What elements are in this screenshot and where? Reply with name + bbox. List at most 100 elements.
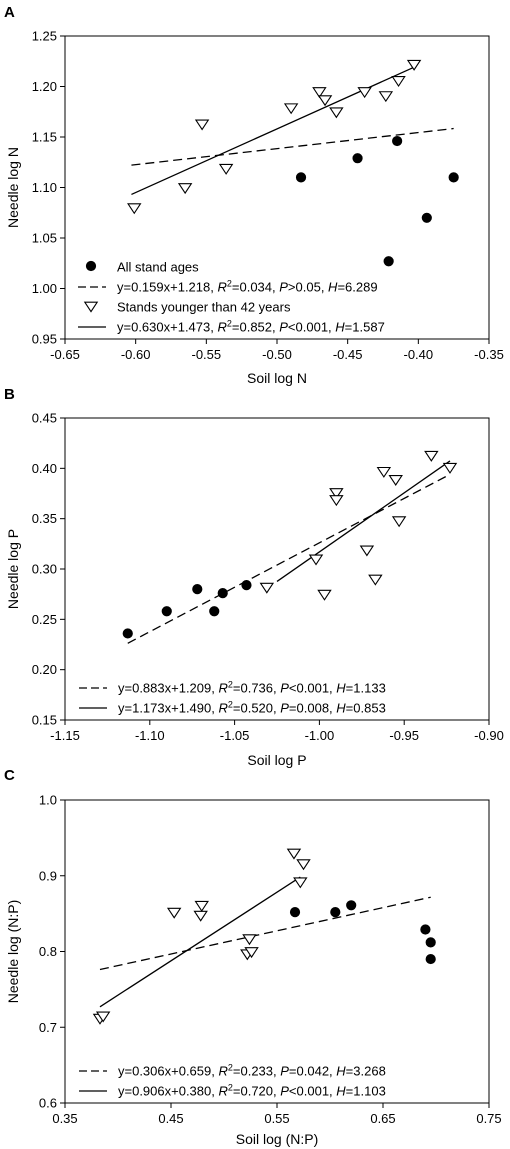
data-point-triangle <box>329 107 344 119</box>
y-tick-label: 0.45 <box>32 411 57 426</box>
r2-symbol: R <box>217 320 226 335</box>
h-symbol: H <box>328 280 338 295</box>
data-point-triangle <box>286 848 302 860</box>
y-axis-title: Needle log N <box>5 147 21 228</box>
r2-superscript: 2 <box>228 700 233 710</box>
r2-symbol: R <box>218 1064 227 1079</box>
data-point-triangle <box>95 1011 111 1023</box>
r2-value: =0.736, <box>233 681 280 696</box>
p-symbol: P <box>280 701 289 716</box>
fit-line-dashed <box>99 896 431 971</box>
data-point-circle <box>161 606 172 617</box>
h-value: =0.853 <box>346 701 386 716</box>
h-value: =1.103 <box>346 1084 386 1099</box>
data-point-triangle <box>406 59 422 71</box>
x-tick-label: 0.75 <box>476 1111 501 1126</box>
data-point-circle <box>192 584 203 595</box>
x-tick-label: 0.55 <box>264 1111 289 1126</box>
data-point-triangle <box>424 450 439 462</box>
data-point-triangle <box>329 495 344 507</box>
y-axis-title: Needle log P <box>5 529 21 609</box>
y-tick-label: 0.8 <box>39 944 57 959</box>
h-value: =6.289 <box>337 280 377 295</box>
equation-text: y=0.159x+1.218, <box>117 280 217 295</box>
data-point-triangle <box>218 163 234 175</box>
legend-equation: y=0.883x+1.209, R2=0.736, P<0.001, H=1.1… <box>118 680 386 696</box>
h-symbol: H <box>336 1084 346 1099</box>
data-point-triangle <box>293 877 308 889</box>
p-value: <0.001, <box>288 320 335 335</box>
data-point-circle <box>289 907 301 918</box>
legend-marker <box>83 301 99 313</box>
panel-letter: A <box>4 4 15 21</box>
x-tick-label: -0.95 <box>389 728 419 743</box>
data-point-triangle <box>194 119 210 131</box>
data-point-circle <box>330 907 341 918</box>
x-tick-label: -0.40 <box>404 347 434 362</box>
data-point-triangle <box>391 516 407 528</box>
r2-symbol: R <box>217 280 226 295</box>
y-tick-label: 0.9 <box>39 868 57 883</box>
data-point-triangle <box>391 76 406 88</box>
data-point-triangle <box>193 910 208 922</box>
h-symbol: H <box>336 681 346 696</box>
r2-superscript: 2 <box>228 680 233 690</box>
y-tick-label: 0.25 <box>32 612 57 627</box>
data-point-circle <box>420 924 431 935</box>
x-tick-label: -0.45 <box>333 347 363 362</box>
h-symbol: H <box>336 1064 346 1079</box>
p-symbol: P <box>280 1084 289 1099</box>
x-tick-label: 0.35 <box>52 1111 77 1126</box>
r2-value: =0.520, <box>233 701 280 716</box>
p-value: <0.001, <box>289 1084 336 1099</box>
x-tick-label: -1.05 <box>220 728 250 743</box>
y-tick-label: 0.20 <box>32 662 57 677</box>
p-symbol: P <box>280 1064 289 1079</box>
x-axis-title: Soil log P <box>247 752 306 768</box>
fit-line-solid <box>99 876 301 1008</box>
y-tick-label: 0.7 <box>39 1020 57 1035</box>
data-point-triangle <box>312 87 327 99</box>
data-point-circle <box>421 212 432 223</box>
r2-symbol: R <box>218 1084 227 1099</box>
r2-superscript: 2 <box>227 319 232 329</box>
y-tick-label: 0.95 <box>32 332 57 347</box>
r2-value: =0.720, <box>233 1084 280 1099</box>
x-tick-label: 0.45 <box>158 1111 183 1126</box>
panel-letter: B <box>4 386 15 403</box>
data-point-triangle <box>376 466 392 478</box>
y-axis-title: Needle log (N:P) <box>5 900 21 1004</box>
data-point-triangle <box>259 582 275 594</box>
y-tick-label: 1.10 <box>32 180 57 195</box>
x-tick-label: -0.55 <box>192 347 222 362</box>
p-value: >0.05, <box>288 280 328 295</box>
h-value: =1.587 <box>345 320 385 335</box>
p-symbol: P <box>280 681 289 696</box>
fit-line-dashed <box>127 473 451 644</box>
y-tick-label: 1.0 <box>39 793 57 808</box>
equation-text: y=0.306x+0.659, <box>118 1064 218 1079</box>
data-point-triangle <box>127 203 142 215</box>
p-symbol: P <box>279 280 288 295</box>
data-point-circle <box>383 256 394 267</box>
panel-a: A -0.65 -0.60 -0.55 -0.50 -0.45 -0.40 -0.35 0.95… <box>4 4 504 386</box>
p-value: <0.001, <box>289 681 336 696</box>
equation-text: y=1.173x+1.490, <box>118 701 218 716</box>
plot-frame <box>64 799 490 1104</box>
fit-line-solid <box>131 66 415 196</box>
y-tick-label: 1.20 <box>32 79 57 94</box>
fit-line-solid <box>276 460 451 582</box>
x-tick-label: -1.00 <box>305 728 335 743</box>
panel-c: C 0.35 0.45 0.55 0.65 0.75 0.6 0.7 0.8 0.9 1.0 Soil… <box>4 767 502 1147</box>
r2-superscript: 2 <box>228 1063 233 1073</box>
data-point-triangle <box>194 900 209 912</box>
x-axis-title: Soil log N <box>247 370 307 386</box>
equation-text: y=0.883x+1.209, <box>118 681 218 696</box>
data-point-circle <box>295 172 307 183</box>
data-point-circle <box>448 172 459 183</box>
plot-frame <box>64 417 490 721</box>
legend-equation: y=0.159x+1.218, R2=0.034, P>0.05, H=6.28… <box>117 279 378 295</box>
data-point-triangle <box>244 947 259 959</box>
legend-equation: y=0.306x+0.659, R2=0.233, P=0.042, H=3.2… <box>118 1063 386 1079</box>
x-tick-label: -0.35 <box>474 347 504 362</box>
